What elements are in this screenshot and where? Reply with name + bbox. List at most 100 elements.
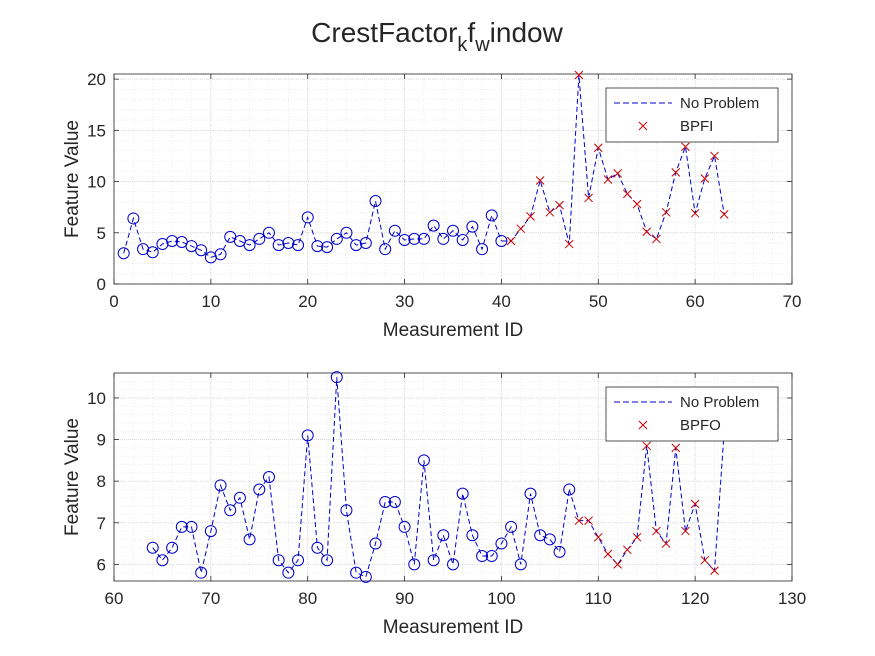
y-tick-label: 5	[97, 224, 106, 243]
y-tick-label: 8	[97, 472, 106, 491]
data-point	[543, 533, 556, 546]
data-point	[505, 520, 518, 533]
data-point	[408, 232, 421, 245]
data-point	[516, 224, 526, 234]
data-point	[408, 558, 421, 571]
subplots: 0 10 20 30 40 50 60 70 0 5 10 15 20 Measurement ID Fea…	[62, 70, 806, 638]
data-point	[214, 479, 227, 492]
x-tick-label: 110	[585, 589, 612, 608]
data-point	[427, 554, 440, 567]
data-point	[485, 209, 498, 222]
data-point	[262, 471, 275, 483]
data-point	[584, 193, 593, 203]
title-part-4: indow	[490, 17, 564, 48]
legend-label: No Problem	[680, 95, 759, 112]
data-point	[690, 208, 700, 218]
data-point	[535, 176, 545, 185]
data-point	[282, 237, 295, 250]
data-point	[330, 371, 343, 384]
series-bpfi	[501, 70, 729, 249]
data-point	[681, 526, 690, 536]
x-tick-label: 10	[201, 292, 220, 311]
data-point	[175, 520, 188, 533]
data-point	[156, 554, 169, 567]
title-part-1: k	[457, 34, 468, 56]
x-tick-label: 80	[298, 589, 317, 608]
data-point	[398, 520, 411, 533]
data-point	[243, 533, 256, 546]
data-point	[632, 532, 642, 542]
series-bpfo	[568, 426, 729, 575]
data-point	[417, 454, 430, 467]
data-point	[700, 174, 710, 183]
data-point	[359, 570, 372, 583]
data-point	[311, 541, 324, 554]
subplot-1: 0 10 20 30 40 50 60 70 0 5 10 15 20 Measurement ID Fea…	[62, 70, 801, 341]
data-point	[417, 232, 430, 245]
title-part-3: w	[474, 34, 490, 56]
data-point	[671, 443, 681, 453]
data-point	[524, 487, 537, 500]
subplot-2: 60 70 80 90 100 110 120 130 6 7 8 9 10 Measurement ID…	[62, 371, 806, 638]
data-point	[292, 554, 305, 567]
data-point	[495, 234, 508, 247]
y-tick-label: 9	[97, 431, 106, 450]
data-point	[613, 169, 623, 178]
data-point	[584, 516, 593, 526]
data-point	[398, 233, 411, 246]
data-point	[292, 239, 305, 252]
data-point	[710, 151, 719, 161]
y-tick-label: 20	[87, 70, 106, 89]
data-point	[127, 212, 140, 225]
x-tick-label: 70	[201, 589, 220, 608]
data-point	[545, 207, 555, 217]
y-tick-label: 10	[87, 389, 106, 408]
data-point	[593, 532, 603, 542]
x-tick-label: 130	[778, 589, 806, 608]
data-point	[652, 526, 661, 536]
data-point	[564, 239, 574, 249]
x-tick-label: 30	[395, 292, 414, 311]
data-point	[359, 237, 372, 250]
data-point	[652, 234, 661, 244]
legend-x-swatch	[638, 121, 648, 131]
legend: No Problem BPFO	[605, 386, 779, 442]
data-point	[495, 537, 508, 550]
data-point	[350, 239, 363, 252]
x-tick-label: 120	[681, 589, 709, 608]
x-tick-label: 50	[589, 292, 608, 311]
data-point	[632, 199, 642, 209]
legend-label: BPFO	[680, 417, 721, 434]
x-tick-label: 60	[686, 292, 705, 311]
x-tick-label: 40	[492, 292, 511, 311]
data-point	[555, 200, 564, 210]
data-point	[506, 236, 516, 246]
data-point	[388, 224, 401, 237]
data-point	[330, 232, 343, 245]
data-point	[437, 529, 450, 542]
data-point	[321, 554, 334, 567]
data-point	[321, 241, 334, 254]
title-part-2: f	[467, 17, 475, 48]
data-point	[146, 541, 159, 554]
data-point	[485, 550, 498, 563]
y-tick-label: 15	[87, 121, 106, 140]
legend: No Problem BPFI	[605, 87, 779, 143]
data-point	[622, 545, 632, 555]
y-axis-label: Feature Value	[62, 418, 83, 536]
series-line	[501, 74, 725, 245]
data-point	[388, 495, 401, 508]
data-point	[642, 441, 652, 451]
data-point	[262, 226, 275, 239]
data-point	[340, 504, 353, 517]
data-point	[514, 558, 527, 571]
data-point	[710, 566, 719, 575]
data-point	[593, 143, 603, 153]
legend-label: No Problem	[680, 394, 759, 411]
data-point	[253, 483, 266, 496]
data-point	[379, 243, 392, 256]
data-point	[603, 549, 613, 559]
data-point	[526, 212, 535, 221]
axes-box	[113, 73, 793, 285]
